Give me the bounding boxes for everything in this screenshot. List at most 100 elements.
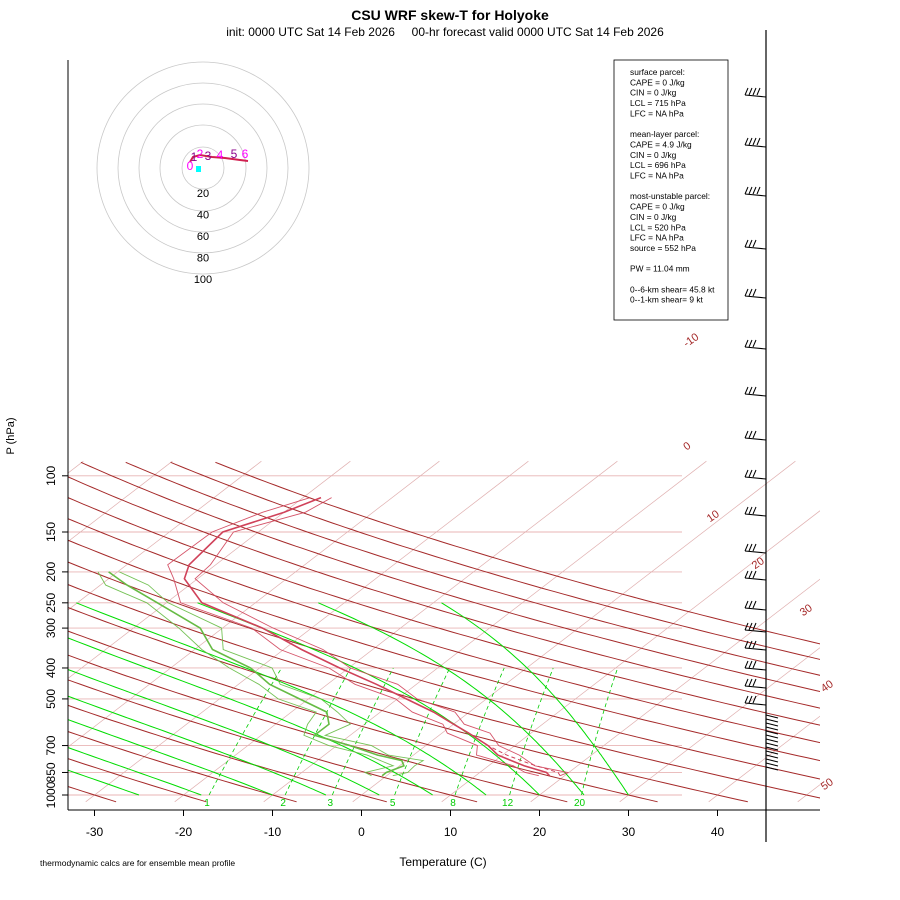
- wind-barb-shaft: [744, 94, 767, 98]
- wind-barb: [744, 622, 767, 633]
- wind-barb-flag: [748, 570, 753, 579]
- wind-barb-flag: [744, 339, 749, 348]
- dry-adiabat-line: [215, 461, 820, 645]
- wind-barb-flag: [744, 430, 749, 439]
- wind-barb: [744, 430, 767, 441]
- hodograph-ring-label: 60: [197, 231, 209, 243]
- wind-barb-flag: [752, 339, 757, 348]
- wind-barb-shaft: [744, 577, 767, 581]
- wind-barb-low: [765, 714, 779, 719]
- info-line: LCL = 520 hPa: [630, 222, 686, 232]
- wind-barb-shaft: [744, 393, 767, 397]
- wind-barb-flag: [744, 186, 749, 195]
- chart-subtitle: init: 0000 UTC Sat 14 Feb 2026 00-hr for…: [226, 25, 664, 39]
- wind-barb-flag: [744, 469, 749, 478]
- x-tick-label: -20: [175, 825, 193, 839]
- hodograph-ring-label: 80: [197, 253, 209, 265]
- isotherm-line: [441, 510, 820, 803]
- wind-barb-shaft: [744, 629, 767, 633]
- isotherm-lines: [68, 460, 820, 803]
- dry-adiabats: [68, 461, 820, 803]
- hodograph-height-label: 6: [242, 147, 249, 161]
- wind-barb-low: [765, 754, 779, 759]
- info-line: 0--1-km shear= 9 kt: [630, 295, 704, 305]
- info-line: CAPE = 4.9 J/kg: [630, 139, 692, 149]
- wind-barb-flag: [756, 137, 761, 146]
- mixing-ratio-line: [509, 667, 554, 796]
- info-line: source = 552 hPa: [630, 243, 696, 253]
- mixing-ratio-label: 3: [327, 798, 333, 809]
- isotherm-line: [352, 460, 796, 803]
- wind-barb: [744, 640, 767, 651]
- mixing-ratio-line: [331, 667, 394, 796]
- profile-traces: [97, 496, 570, 777]
- wind-barb-shaft: [744, 437, 767, 441]
- dry-adiabat-label: -10: [681, 331, 701, 350]
- wind-barb-flag: [752, 137, 757, 146]
- moist-adiabats: [68, 602, 629, 796]
- wind-barb-flag: [748, 288, 753, 297]
- wind-barb-flag: [748, 137, 753, 146]
- wind-barb-flag: [744, 678, 749, 687]
- dewpoint-member-trace: [119, 571, 425, 777]
- mixing-ratio-line: [284, 667, 351, 796]
- info-line: CIN = 0 J/kg: [630, 212, 677, 222]
- mixing-ratio-label: 5: [390, 798, 396, 809]
- dry-adiabat-label: 20: [750, 555, 767, 572]
- wind-barb-flag: [752, 695, 757, 704]
- x-tick-label: -30: [86, 825, 104, 839]
- wind-barb-flag: [748, 430, 753, 439]
- wind-barb: [744, 506, 767, 517]
- hodograph-height-label: 1: [191, 150, 198, 164]
- dry-adiabat-label: 0: [681, 440, 693, 453]
- mixing-ratio-label: 20: [574, 798, 586, 809]
- dry-adiabat-line: [68, 518, 820, 744]
- info-line: CAPE = 0 J/kg: [630, 202, 685, 212]
- wind-barb-low: [765, 762, 779, 767]
- wind-barb-flag: [744, 570, 749, 579]
- wind-barb-flag: [752, 640, 757, 649]
- info-box-frame: [613, 59, 729, 321]
- moist-adiabat-line: [68, 719, 273, 796]
- info-line: LCL = 696 hPa: [630, 160, 686, 170]
- wind-barb: [744, 543, 767, 554]
- wind-barb-flag: [752, 506, 757, 515]
- wind-barb-shaft: [744, 667, 767, 671]
- isotherm-line: [263, 460, 707, 803]
- wind-barb-flag: [752, 660, 757, 669]
- moist-adiabat-line: [68, 668, 380, 796]
- dry-adiabat-line: [68, 476, 820, 709]
- wind-barb-low: [765, 738, 779, 743]
- dry-adiabat-line: [68, 584, 820, 799]
- y-tick-label: 1000: [44, 781, 58, 808]
- wind-barb: [744, 239, 767, 250]
- mixing-ratio-lines: [208, 667, 619, 796]
- wind-barb: [744, 87, 767, 98]
- wind-barb-flag: [744, 386, 749, 395]
- wind-barb-flag: [744, 543, 749, 552]
- hodograph-height-label: 4: [217, 148, 224, 162]
- moist-adiabat-line: [68, 637, 433, 796]
- dry-adiabat-line: [68, 606, 748, 803]
- wind-barb-low: [765, 722, 779, 727]
- wind-barb-flag: [744, 137, 749, 146]
- wind-barb-flag: [752, 469, 757, 478]
- dry-adiabat-line: [170, 461, 820, 660]
- temperature-trace: [183, 496, 551, 777]
- isotherm-line: [619, 647, 820, 803]
- hodograph: 20 40 60 80 100 01 2 3 4 5 6: [96, 61, 310, 286]
- info-line: surface parcel:: [630, 67, 685, 77]
- isotherm-line: [85, 460, 529, 803]
- wind-barb-flag: [744, 288, 749, 297]
- wind-barb: [744, 695, 767, 706]
- dry-adiabat-line: [68, 731, 297, 803]
- hodograph-ring-label: 40: [197, 210, 209, 222]
- wind-barb: [744, 386, 767, 397]
- hodograph-ring-label: 20: [197, 188, 209, 200]
- dry-adiabat-label: 50: [819, 776, 836, 793]
- wind-barb-shaft: [744, 476, 767, 480]
- wind-barb-flag: [752, 622, 757, 631]
- x-tick-label: 0: [358, 825, 365, 839]
- isotherm-line: [797, 784, 820, 803]
